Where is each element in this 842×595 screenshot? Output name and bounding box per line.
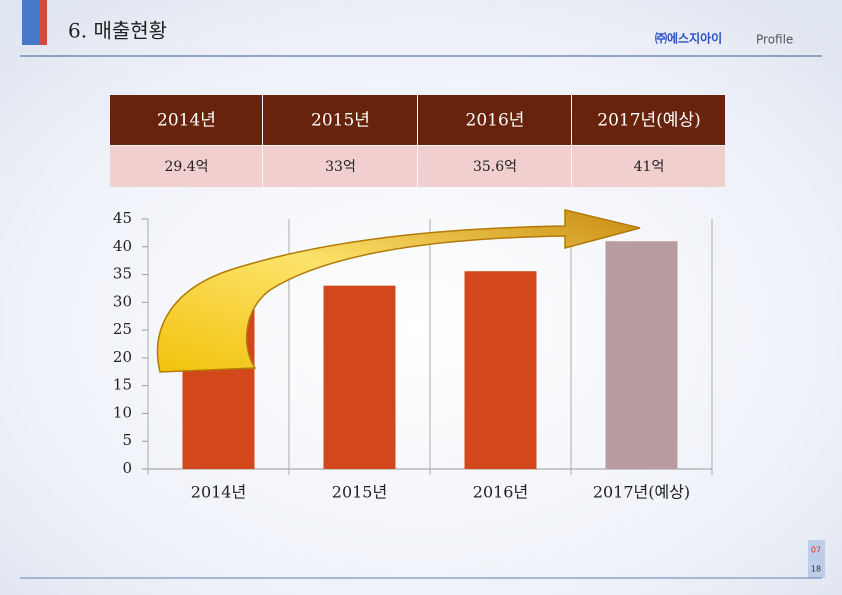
y-tick-label: 15: [113, 376, 132, 394]
y-tick-label: 10: [113, 403, 132, 421]
table-header-cell: [263, 95, 417, 145]
company-name: ㈜에스지아이: [655, 31, 722, 46]
y-tick-label: 20: [113, 348, 132, 366]
x-tick-label: 2016년: [473, 483, 528, 502]
table-cell-bg: [110, 146, 262, 187]
x-tick-label: 2015년: [332, 483, 387, 502]
x-tick-label: 2017년(예상): [593, 483, 690, 502]
table-header: 2016년: [466, 111, 525, 131]
table-cell: 33억: [325, 159, 356, 175]
bar: [605, 241, 678, 469]
y-tick-label: 30: [113, 292, 132, 310]
slide-title: 6. 매출현황: [68, 19, 167, 43]
y-tick-label: 40: [113, 237, 132, 255]
table-header: 2014년: [157, 111, 216, 131]
table-cell: 29.4억: [164, 159, 208, 175]
header-accent: [22, 0, 40, 45]
table-cell-bg: [263, 146, 417, 187]
y-tick-label: 5: [122, 431, 132, 449]
table-cell: 41억: [634, 159, 665, 175]
y-tick-label: 25: [113, 320, 132, 338]
x-tick-label: 2014년: [191, 483, 246, 502]
table-cell-bg: [418, 146, 571, 187]
table-header-cell: [110, 95, 262, 145]
page-number: 07: [811, 546, 821, 555]
growth-arrow: [156, 209, 641, 373]
section-name: Profile: [756, 33, 793, 47]
bar: [323, 285, 396, 469]
bar: [464, 271, 537, 469]
header-accent: [40, 0, 47, 45]
y-tick-label: 35: [113, 265, 132, 283]
table-header-cell: [418, 95, 571, 145]
table-header-cell: [572, 95, 725, 145]
y-tick-label: 0: [122, 459, 132, 477]
y-tick-label: 45: [113, 209, 132, 227]
page-box: [808, 540, 825, 578]
page-total: 18: [811, 565, 821, 574]
table-header: 2015년: [311, 111, 370, 131]
table-header: 2017년(예상): [597, 111, 700, 131]
table-cell: 35.6억: [473, 159, 517, 175]
table-cell-bg: [572, 146, 725, 187]
